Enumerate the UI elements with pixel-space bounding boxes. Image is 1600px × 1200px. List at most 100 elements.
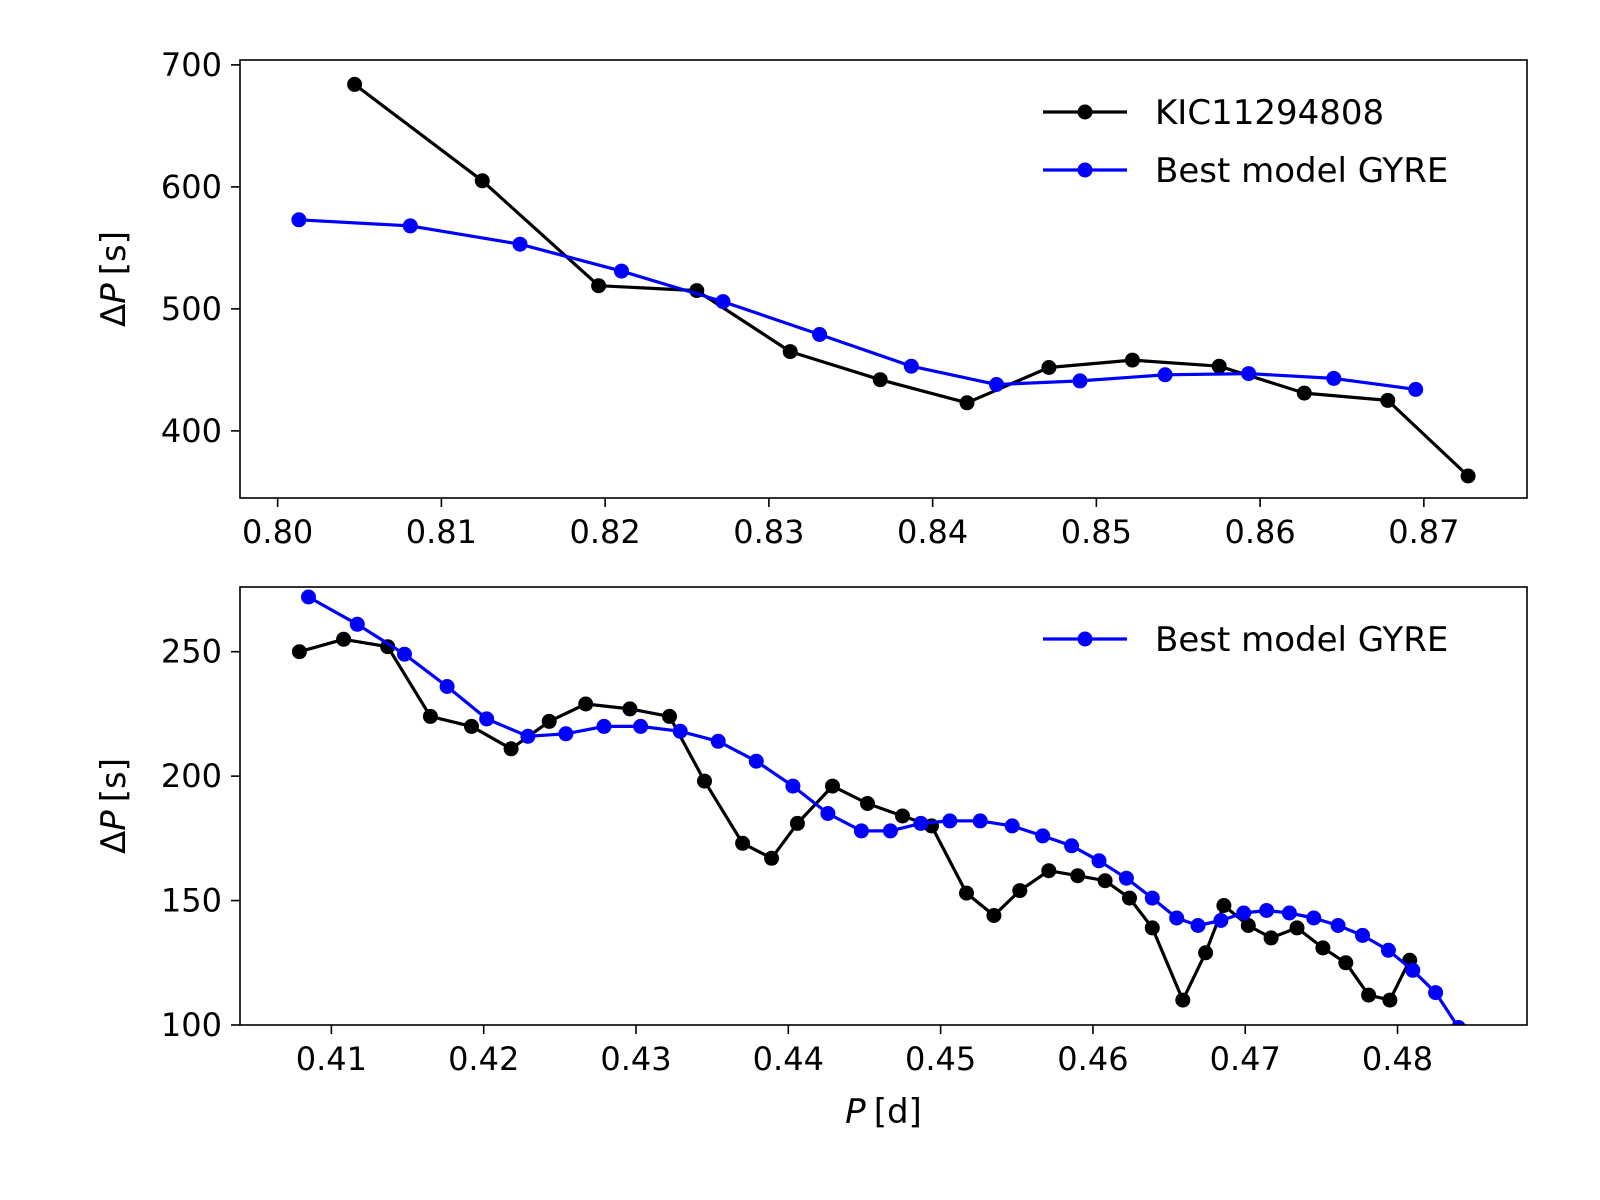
bottom-panel-series-1-point bbox=[942, 813, 958, 829]
top-panel-series-1-point bbox=[1408, 381, 1424, 397]
bottom-panel-ticks: 0.41 0.42 0.43 0.44 0.45 0.46 0.47 0.48 100 150 20… bbox=[161, 633, 1433, 1078]
bottom-panel-series-0-point bbox=[422, 708, 438, 724]
bottom-panel-series-1-point bbox=[349, 616, 365, 632]
top-panel-series-1-point bbox=[715, 294, 731, 310]
bottom-panel-series-0-point bbox=[541, 713, 557, 729]
bottom-panel-y-tick-label: 150 bbox=[161, 882, 222, 920]
bottom-panel-frame bbox=[239, 586, 1528, 1026]
bottom-panel-series-0-point bbox=[1012, 883, 1028, 899]
top-panel-y-tick-label: 700 bbox=[161, 46, 222, 84]
top-panel-series-1-point bbox=[614, 263, 629, 279]
top-panel-legend-marker bbox=[1077, 162, 1093, 178]
bottom-panel-series-1-point bbox=[972, 813, 988, 829]
top-panel-x-tick-label: 0.86 bbox=[1224, 513, 1295, 551]
bottom-panel-series-0-point bbox=[1338, 955, 1354, 971]
bottom-panel-series-0-point bbox=[697, 773, 712, 789]
top-panel: 0.80 0.81 0.82 0.83 0.84 0.85 0.86 0.87 400 500 60… bbox=[94, 46, 1528, 551]
bottom-panel-y-axis-label: ΔP[s] bbox=[94, 758, 134, 854]
bottom-panel-series-1-point bbox=[596, 718, 612, 734]
top-panel-series-1-point bbox=[1157, 367, 1173, 383]
bottom-panel-series-1-point bbox=[633, 718, 649, 734]
bottom-panel-series-1-point bbox=[1213, 913, 1229, 928]
bottom-panel-y-tick-label: 250 bbox=[161, 633, 222, 671]
bottom-panel-series-1-point bbox=[479, 711, 495, 727]
bottom-panel-series-1 bbox=[301, 589, 1466, 1025]
top-panel-x-tick-label: 0.81 bbox=[406, 513, 477, 551]
top-panel-series-0-point bbox=[1296, 385, 1312, 401]
bottom-panel-series-1-point bbox=[882, 823, 898, 839]
bottom-panel-y-tick-label: 100 bbox=[161, 1006, 222, 1044]
bottom-panel-legend-marker bbox=[1077, 631, 1093, 647]
top-panel-y-tick-label: 500 bbox=[161, 290, 222, 328]
bottom-panel-series-0-point bbox=[1122, 890, 1137, 906]
bottom-panel-series-1-point bbox=[1091, 853, 1107, 869]
bottom-panel-series-1-point bbox=[558, 726, 574, 742]
bottom-panel-series-0-point bbox=[662, 708, 677, 724]
top-panel-legend-marker bbox=[1077, 104, 1093, 120]
bottom-panel-series-1-point bbox=[1004, 818, 1020, 834]
bottom-panel-series-0-point bbox=[578, 696, 594, 712]
bottom-panel-series-0-point bbox=[860, 796, 875, 811]
bottom-panel-series-0-point bbox=[825, 778, 840, 794]
bottom-panel-legend: Best model GYRE bbox=[1043, 620, 1448, 660]
top-panel-series-1 bbox=[291, 212, 1424, 397]
bottom-panel-series-1-point bbox=[1451, 1020, 1466, 1025]
bottom-panel-series-1-point bbox=[1281, 905, 1297, 921]
top-panel-series-1-point bbox=[989, 377, 1004, 392]
bottom-panel-series-0-point bbox=[336, 631, 352, 647]
top-panel-frame bbox=[239, 59, 1528, 499]
top-panel-legend-label: KIC11294808 bbox=[1155, 93, 1384, 133]
bottom-panel-series-1-point bbox=[710, 733, 726, 749]
bottom-panel-series-0-point bbox=[1240, 918, 1256, 933]
bottom-panel-x-tick-label: 0.44 bbox=[753, 1040, 824, 1078]
bottom-panel-series-0-point bbox=[959, 885, 974, 901]
top-panel-series-0 bbox=[347, 76, 1476, 484]
bottom-panel-series-0-point bbox=[1097, 873, 1113, 889]
top-panel-x-tick-label: 0.87 bbox=[1388, 513, 1459, 551]
bottom-panel-series-0-point bbox=[1382, 992, 1398, 1008]
bottom-panel-series-1-point bbox=[1190, 918, 1206, 933]
bottom-panel-series-1-point bbox=[1035, 828, 1051, 844]
bottom-panel-series-1-point bbox=[1169, 910, 1185, 926]
bottom-panel-series-0-point bbox=[1361, 987, 1377, 1003]
top-panel-series-1-point bbox=[512, 236, 528, 252]
bottom-panel-series-1-point bbox=[1064, 838, 1080, 854]
bottom-panel-series-0-point bbox=[503, 741, 519, 757]
bottom-panel-series-1-point bbox=[1144, 890, 1160, 906]
bottom-panel-series-0-point bbox=[1216, 898, 1232, 913]
top-panel-x-tick-label: 0.83 bbox=[733, 513, 804, 551]
bottom-panel-series-1-point bbox=[439, 679, 455, 694]
bottom-panel-series-1-point bbox=[1355, 927, 1370, 943]
bottom-panel-series-1-point bbox=[1330, 918, 1346, 933]
top-panel-series-0-point bbox=[591, 278, 607, 294]
bottom-panel-series-0-point bbox=[735, 835, 751, 851]
bottom-panel-series-1-point bbox=[1259, 903, 1275, 918]
bottom-panel-series-1-point bbox=[1380, 942, 1396, 958]
bottom-panel-series-0-line bbox=[298, 637, 1412, 1002]
top-panel-y-tick-label: 400 bbox=[161, 412, 222, 450]
bottom-panel-series-1-point bbox=[913, 815, 929, 831]
bottom-panel-series-0-point bbox=[986, 908, 1002, 923]
top-panel-series-1-point bbox=[1241, 366, 1257, 382]
bottom-panel-y-tick-label: 200 bbox=[161, 757, 222, 795]
top-panel-legend-label: Best model GYRE bbox=[1155, 151, 1448, 191]
top-panel-series-0-point bbox=[1211, 358, 1227, 374]
top-panel-y-tick-label: 600 bbox=[161, 168, 222, 206]
top-panel-ticks: 0.80 0.81 0.82 0.83 0.84 0.85 0.86 0.87 400 500 60… bbox=[161, 46, 1460, 551]
bottom-panel-x-tick-label: 0.45 bbox=[905, 1040, 976, 1078]
bottom-panel-series-1-point bbox=[397, 646, 412, 662]
bottom-panel-series-1-point bbox=[785, 778, 801, 794]
bottom-panel-series-1-point bbox=[1306, 910, 1322, 926]
bottom-panel-series-1-point bbox=[520, 728, 536, 744]
top-panel-series-1-point bbox=[903, 358, 919, 374]
bottom-panel-series-1-point bbox=[1236, 905, 1252, 921]
bottom-panel-x-tick-label: 0.47 bbox=[1210, 1040, 1281, 1078]
top-panel-x-tick-label: 0.84 bbox=[897, 513, 968, 551]
top-panel-series-1-point bbox=[1072, 373, 1088, 389]
bottom-panel-x-tick-label: 0.46 bbox=[1057, 1040, 1128, 1078]
bottom-panel-x-tick-label: 0.42 bbox=[448, 1040, 519, 1078]
top-panel-series bbox=[291, 76, 1476, 484]
bottom-panel-x-tick-label: 0.41 bbox=[296, 1040, 367, 1078]
top-panel-y-axis-label: ΔP[s] bbox=[94, 231, 134, 327]
